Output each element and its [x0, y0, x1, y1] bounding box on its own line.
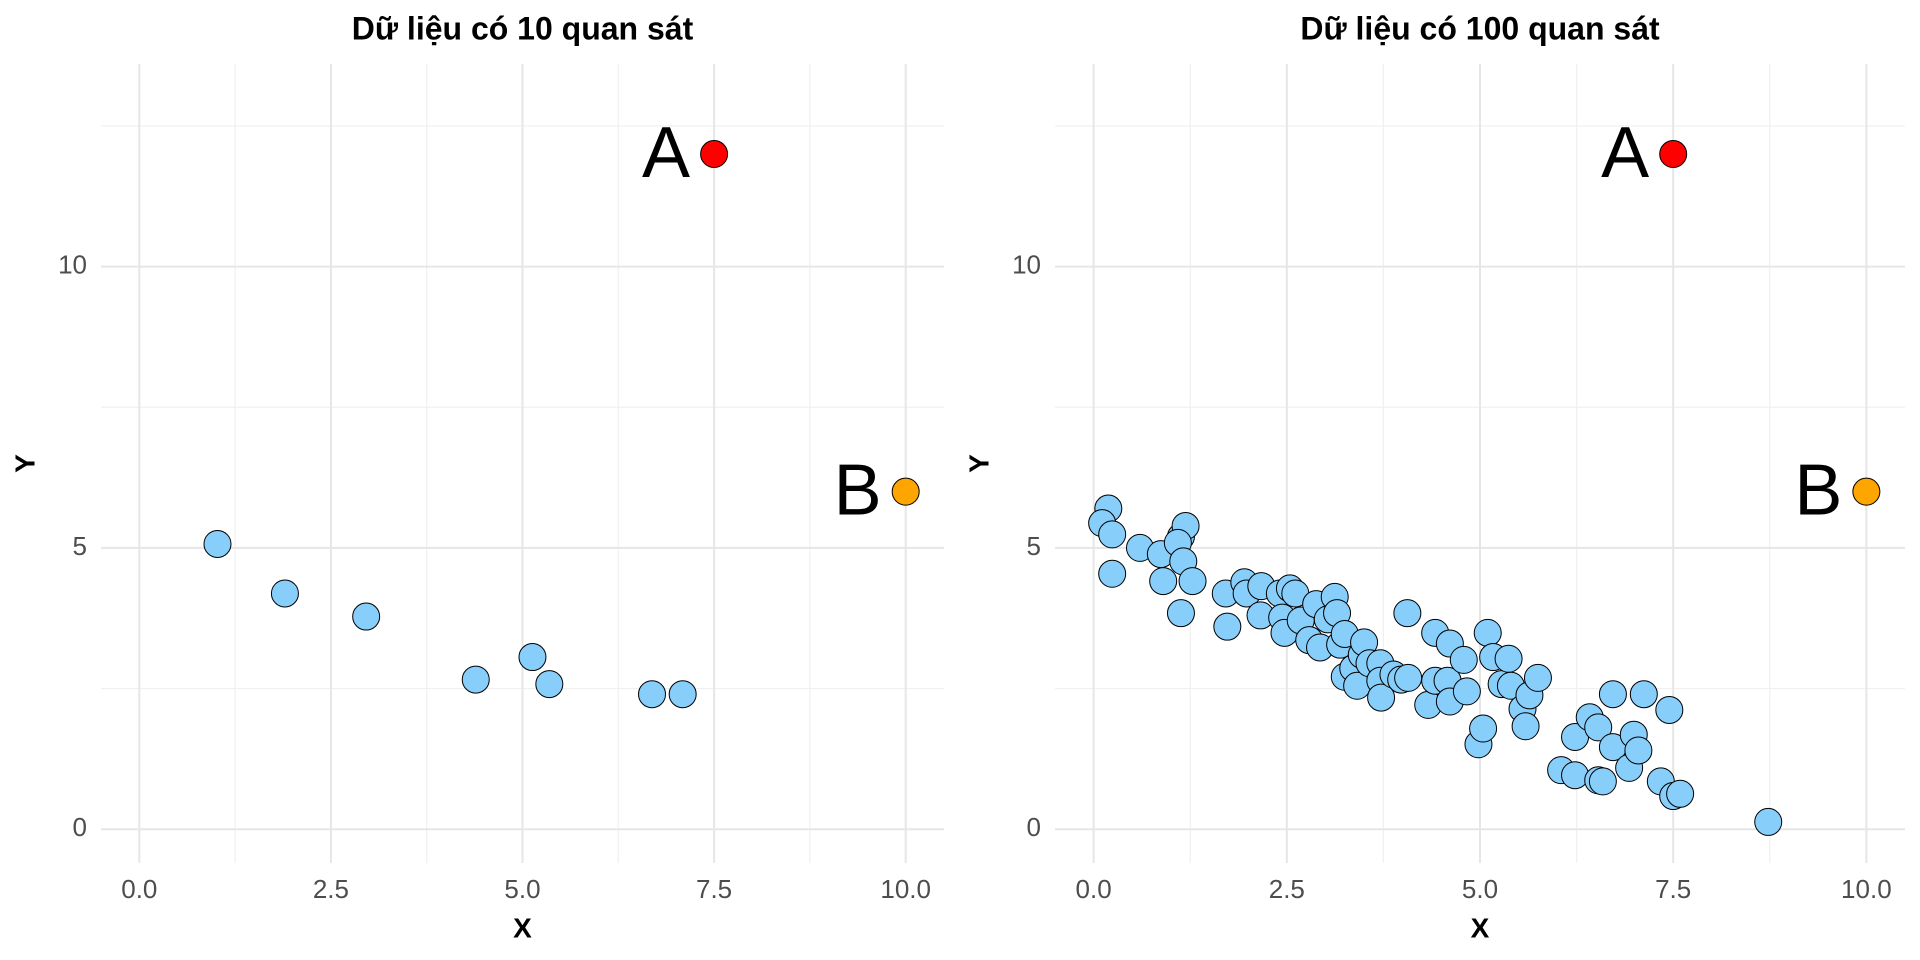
point: [461, 665, 490, 694]
point: [1561, 761, 1590, 790]
x-axis-label: X: [513, 912, 532, 943]
highlight-label: A: [642, 113, 690, 193]
x-axis-label: X: [1471, 912, 1490, 943]
point: [1178, 567, 1207, 596]
point: [1754, 807, 1783, 836]
x-tick-label: 2.5: [313, 874, 349, 904]
y-axis-label: Y: [963, 454, 994, 473]
y-tick-label: 0: [73, 812, 87, 842]
point: [1449, 645, 1478, 674]
y-tick-label: 5: [73, 531, 87, 561]
x-tick-label: 0.0: [1076, 874, 1112, 904]
y-tick-label: 10: [58, 249, 87, 279]
y-tick-label: 5: [1027, 531, 1041, 561]
x-tick-label: 2.5: [1269, 874, 1305, 904]
point: [1452, 677, 1481, 706]
point: [1511, 712, 1540, 741]
point: [203, 529, 232, 558]
y-axis-label: Y: [9, 454, 40, 473]
x-tick-label: 7.5: [1655, 874, 1691, 904]
highlight-point: [1659, 140, 1688, 169]
point: [1629, 680, 1658, 709]
highlight-point: [1852, 477, 1881, 506]
point: [638, 680, 667, 709]
x-tick-label: 0.0: [121, 874, 157, 904]
point: [1367, 683, 1396, 712]
x-tick-label: 5.0: [504, 874, 540, 904]
point: [1393, 599, 1422, 628]
point: [1149, 567, 1178, 596]
point: [1098, 559, 1127, 588]
point: [1166, 599, 1195, 628]
point: [518, 643, 547, 672]
x-tick-label: 10.0: [880, 874, 931, 904]
x-tick-label: 10.0: [1841, 874, 1892, 904]
point: [352, 602, 381, 631]
highlight-point: [700, 140, 729, 169]
point: [668, 680, 697, 709]
point: [1469, 714, 1498, 743]
x-tick-label: 7.5: [696, 874, 732, 904]
highlight-label: A: [1601, 113, 1649, 193]
point: [1598, 680, 1627, 709]
point: [1588, 767, 1617, 796]
point: [1494, 644, 1523, 673]
chart-title: Dữ liệu có 100 quan sát: [1300, 10, 1660, 46]
point: [1394, 663, 1423, 692]
point: [1213, 612, 1242, 641]
point: [1666, 779, 1695, 808]
point: [1624, 736, 1653, 765]
point: [535, 670, 564, 699]
point: [270, 579, 299, 608]
highlight-label: B: [1794, 451, 1842, 531]
point: [1098, 520, 1127, 549]
point: [1584, 713, 1613, 742]
y-tick-label: 10: [1012, 249, 1041, 279]
highlight-point: [891, 477, 920, 506]
point: [1655, 695, 1684, 724]
point: [1523, 663, 1552, 692]
chart-title: Dữ liệu có 10 quan sát: [352, 10, 694, 46]
highlight-label: B: [834, 451, 882, 531]
point: [1473, 618, 1502, 647]
y-tick-label: 0: [1027, 812, 1041, 842]
x-tick-label: 5.0: [1462, 874, 1498, 904]
